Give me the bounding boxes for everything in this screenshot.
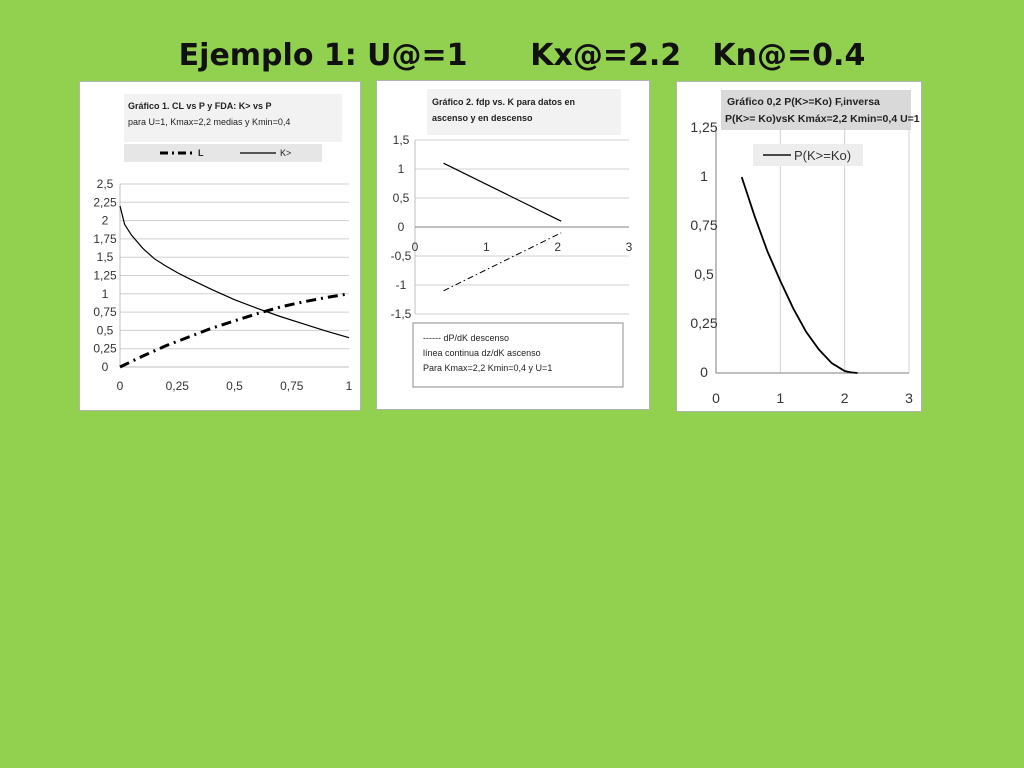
y-tick-label: 0: [102, 360, 109, 374]
chart-2-title: Gráfico 2. fdp vs. K para datos en: [432, 97, 575, 107]
chart-2-title-box: [427, 89, 621, 135]
chart-3-svg: Gráfico 0,2 P(K>=Ko) F,inversa P(K>= Ko)…: [690, 90, 920, 406]
chart-2-note-2: línea continua dz/dK ascenso: [423, 348, 541, 358]
x-tick-label: 1: [346, 379, 353, 393]
slide-title: Ejemplo 1: U@=1 Kx@=2.2 Kn@=0.4: [178, 38, 866, 73]
y-tick-label: 0,5: [393, 191, 410, 205]
y-tick-label: -1: [396, 278, 407, 292]
y-tick-label: 1: [102, 287, 109, 301]
series-line-l: [119, 292, 350, 369]
chart-1-legend-box: [124, 144, 322, 162]
x-tick-label: 0: [117, 379, 124, 393]
y-tick-label: 2,5: [97, 177, 114, 191]
y-tick-label: -0,5: [391, 249, 412, 263]
x-tick-label: 2: [554, 240, 561, 254]
chart-3-legend-box: [753, 144, 863, 166]
chart-2-notes-box: [412, 322, 624, 388]
series-line-1: [443, 232, 562, 292]
chart-2-note-1: ------ dP/dK descenso: [423, 333, 509, 343]
chart-1-title: Gráfico 1. CL vs P y FDA: K> vs P: [128, 101, 271, 111]
chart-1-title-box: [124, 94, 342, 142]
chart-1-svg: Gráfico 1. CL vs P y FDA: K> vs P para U…: [93, 94, 353, 393]
y-tick-label: 0,75: [690, 217, 717, 233]
chart-2-svg: Gráfico 2. fdp vs. K para datos en ascen…: [391, 89, 633, 388]
chart-2-panel: Gráfico 2. fdp vs. K para datos en ascen…: [376, 80, 650, 410]
chart-3-title-box: [721, 90, 911, 130]
x-tick-label: 0,25: [166, 379, 190, 393]
y-tick-label: 1,25: [690, 119, 717, 135]
y-tick-label: 1,75: [93, 232, 117, 246]
x-tick-label: 1: [776, 390, 784, 406]
series-line-0: [443, 162, 562, 222]
x-tick-label: 0,75: [280, 379, 304, 393]
chart-2-note-3: Para Kmax=2,2 Kmin=0,4 y U=1: [423, 363, 552, 373]
y-tick-label: 1,5: [97, 250, 114, 264]
y-tick-label: 1,5: [393, 133, 410, 147]
x-tick-label: 2: [841, 390, 849, 406]
y-tick-label: 2,25: [93, 195, 117, 209]
y-tick-label: 0,25: [93, 342, 117, 356]
x-tick-label: 0: [712, 390, 720, 406]
y-tick-label: 0: [398, 220, 405, 234]
chart-3-subtitle: P(K>= Ko)vsK Kmáx=2,2 Kmin=0,4 U=1: [725, 113, 920, 125]
y-tick-label: -1,5: [391, 307, 412, 321]
y-tick-label: 0,5: [97, 323, 114, 337]
legend-label-p: P(K>=Ko): [794, 148, 851, 163]
chart-1-subtitle: para U=1, Kmax=2,2 medias y Kmin=0,4: [128, 117, 290, 127]
y-tick-label: 0,25: [690, 315, 717, 331]
chart-1-panel: Gráfico 1. CL vs P y FDA: K> vs P para U…: [79, 81, 361, 411]
series-line-k: [119, 205, 350, 339]
x-tick-label: 3: [626, 240, 633, 254]
x-tick-label: 1: [483, 240, 490, 254]
y-tick-label: 1: [700, 168, 708, 184]
y-tick-label: 1: [398, 162, 405, 176]
x-tick-label: 0: [412, 240, 419, 254]
chart-3-title: Gráfico 0,2 P(K>=Ko) F,inversa: [727, 96, 880, 108]
y-tick-label: 0,75: [93, 305, 117, 319]
y-tick-label: 2: [102, 214, 109, 228]
chart-3-panel: Gráfico 0,2 P(K>=Ko) F,inversa P(K>= Ko)…: [676, 81, 922, 412]
x-tick-label: 0,5: [226, 379, 243, 393]
chart-2-subtitle: ascenso y en descenso: [432, 113, 533, 123]
y-tick-label: 1,25: [93, 269, 117, 283]
y-tick-label: 0: [700, 364, 708, 380]
series-line-pkko: [740, 176, 858, 374]
x-tick-label: 3: [905, 390, 913, 406]
legend-label-l: L: [198, 148, 204, 158]
y-tick-label: 0,5: [694, 266, 714, 282]
legend-label-k: K>: [280, 148, 291, 158]
